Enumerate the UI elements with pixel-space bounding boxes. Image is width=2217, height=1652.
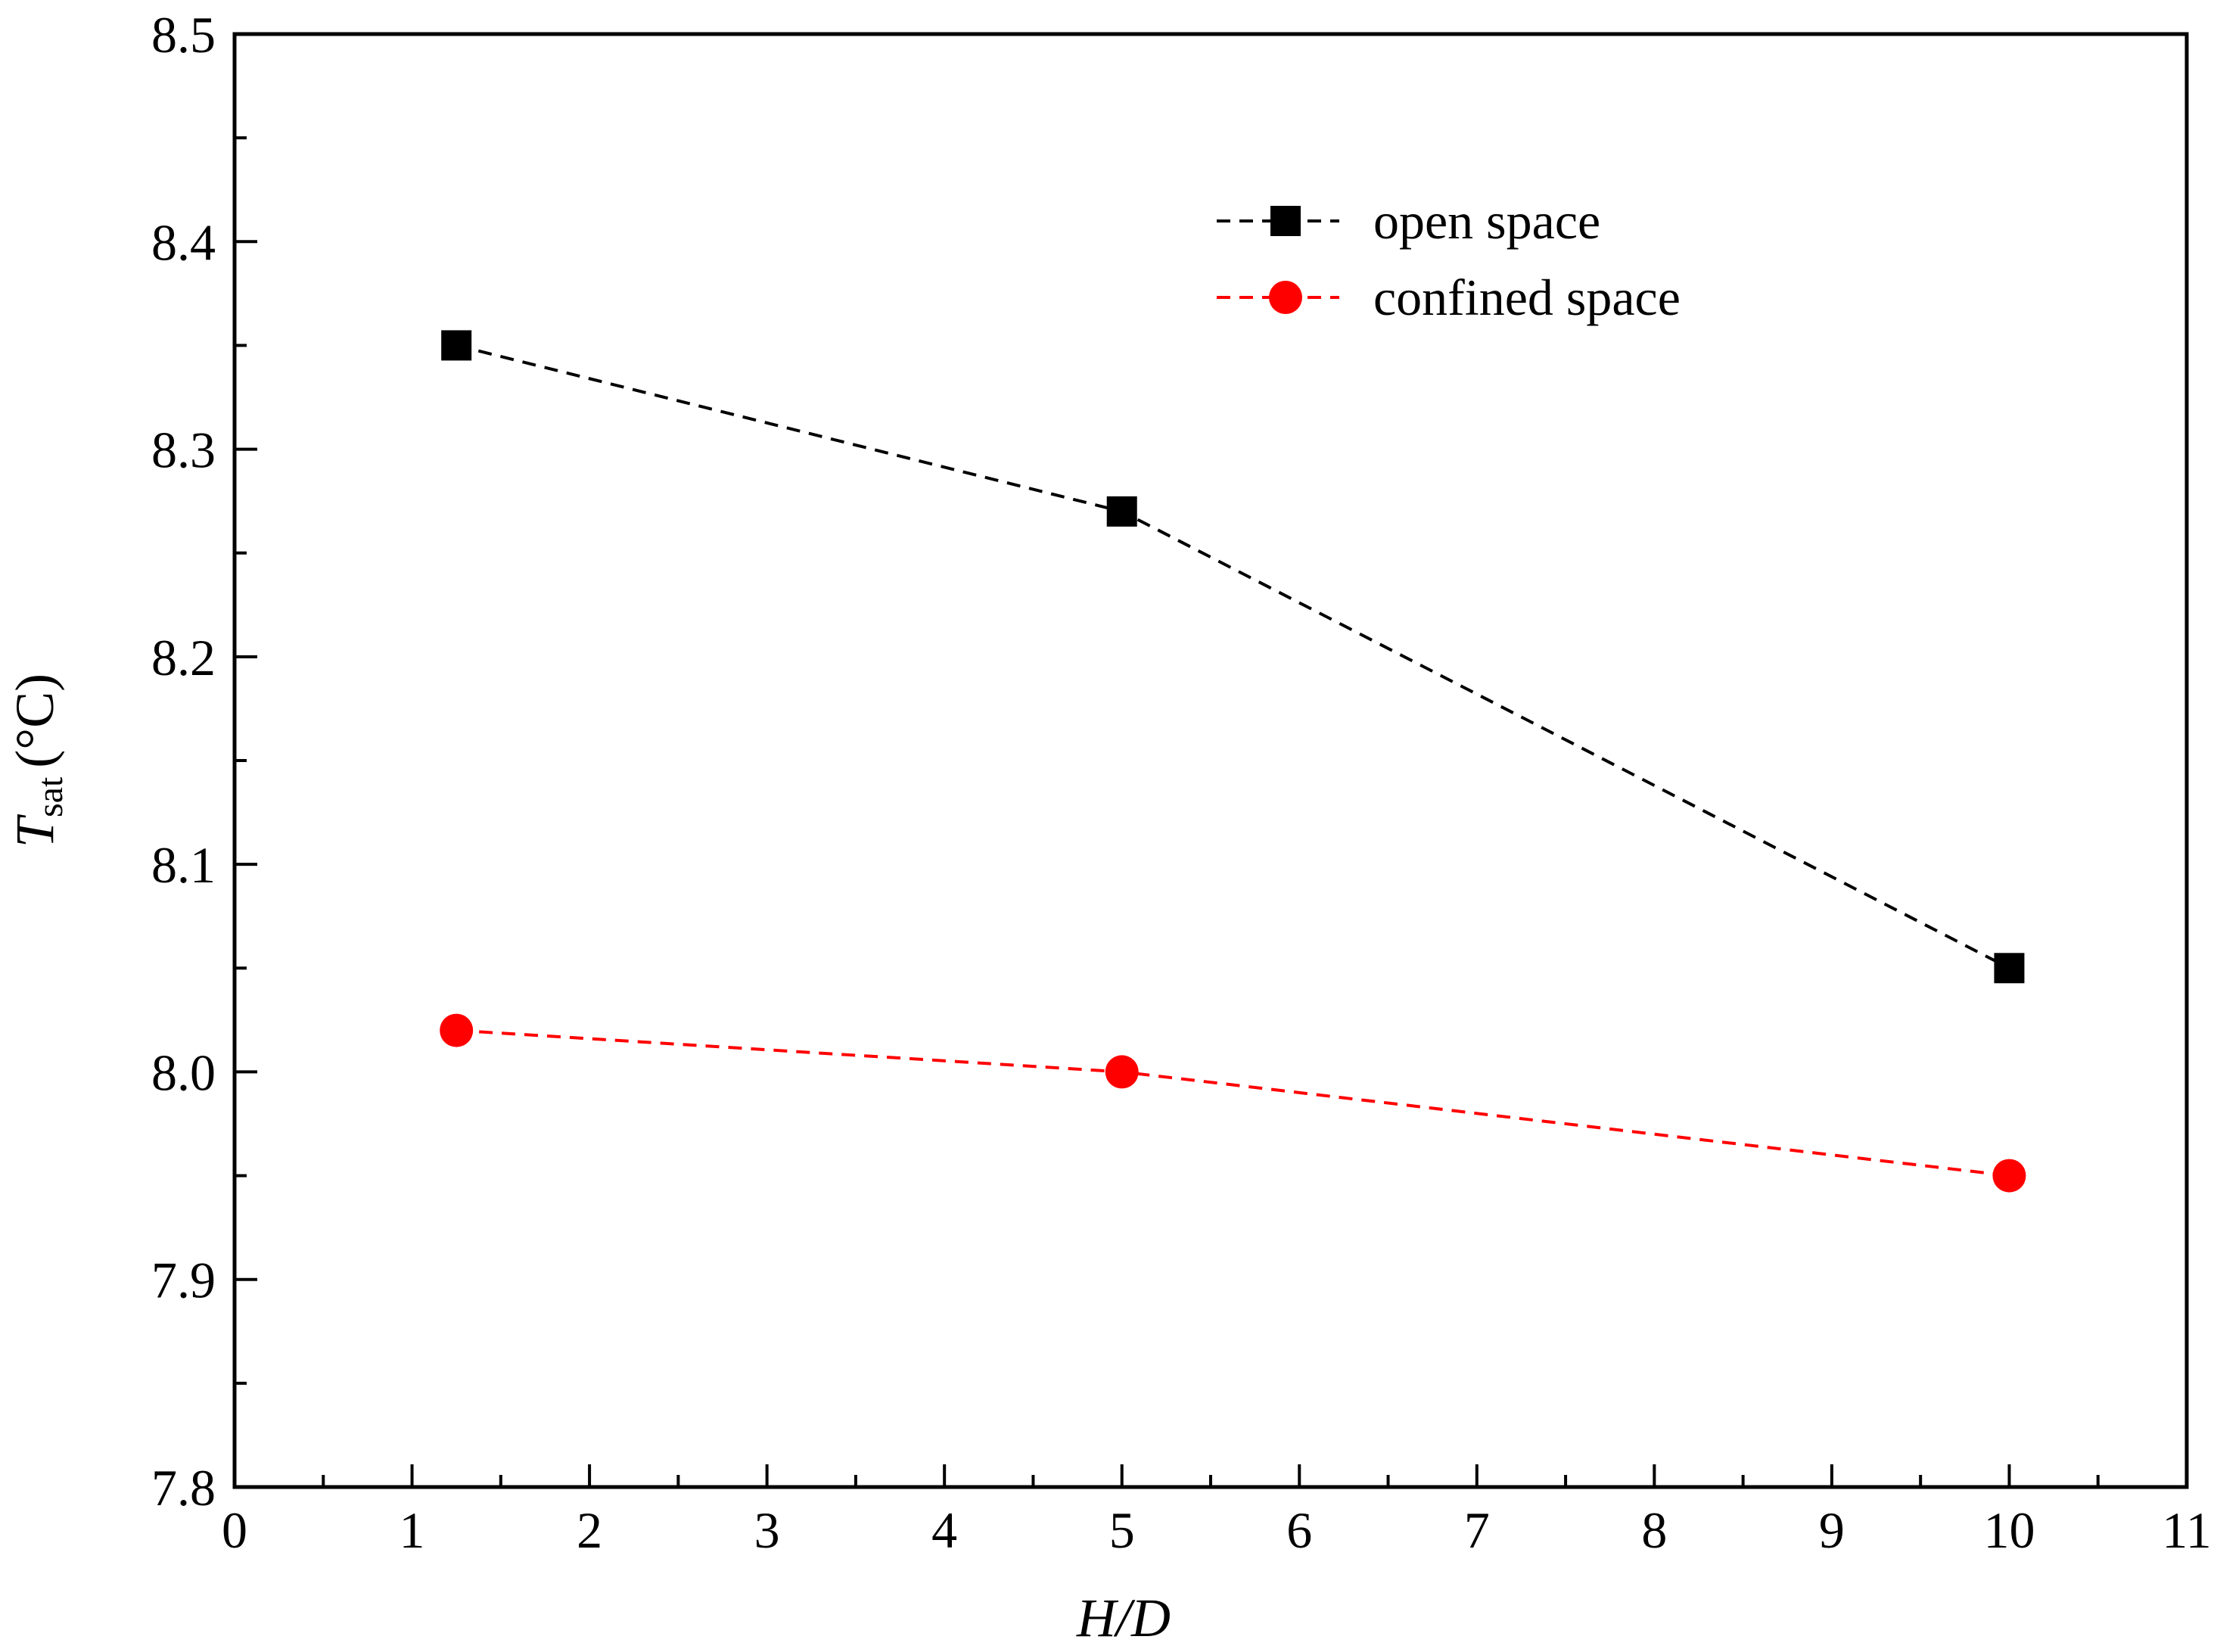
legend-entry-open-space: open space [1217, 192, 1600, 250]
data-point-open-space [1106, 496, 1137, 527]
x-tick-label: 5 [1109, 1501, 1135, 1559]
y-tick-label: 8.3 [151, 422, 216, 479]
y-tick-label: 7.9 [151, 1252, 216, 1309]
x-tick-label: 3 [754, 1501, 780, 1559]
y-axis-unit: (°C) [5, 674, 65, 768]
x-axis-label: H/D [1076, 1588, 1171, 1648]
y-tick-label: 7.8 [151, 1459, 216, 1517]
y-tick-label: 8.2 [151, 629, 216, 686]
x-tick-label: 10 [1983, 1501, 2035, 1559]
legend-marker-circle [1269, 281, 1302, 314]
x-tick-label: 0 [222, 1501, 247, 1559]
x-tick-label: 11 [2162, 1501, 2211, 1559]
svg-text:Tsat(°C): Tsat (°C) [5, 674, 70, 848]
y-tick-label: 8.1 [151, 836, 216, 894]
data-point-confined-space [440, 1013, 474, 1047]
x-tick-label: 6 [1286, 1501, 1312, 1559]
plot-frame [232, 32, 2189, 1489]
x-tick-label: 8 [1641, 1501, 1667, 1559]
legend-entry-confined-space: confined space [1217, 269, 1681, 326]
ticks-layer: 0 1 2 3 4 5 6 7 8 9 10 11 7.8 7.9 8.0 8.1 8.2 8.3 8.4 8.5 [151, 6, 2212, 1559]
y-tick-label: 8.4 [151, 213, 216, 271]
data-point-confined-space [1105, 1055, 1139, 1089]
y-tick-label: 8.0 [151, 1044, 216, 1101]
x-tick-label: 4 [931, 1501, 957, 1559]
data-point-open-space [441, 330, 472, 361]
y-axis-label: Tsat (°C) [5, 674, 70, 848]
data-point-confined-space [1992, 1159, 2026, 1193]
x-tick-label: 2 [577, 1501, 602, 1559]
series-layer [440, 330, 2026, 1193]
x-tick-label: 9 [1819, 1501, 1845, 1559]
y-axis-subscript: sat [30, 776, 70, 817]
legend: open space confined space [1217, 192, 1681, 326]
legend-marker-square [1270, 206, 1301, 236]
x-tick-label: 7 [1464, 1501, 1490, 1559]
y-tick-label: 8.5 [151, 6, 216, 64]
legend-label-open-space: open space [1373, 192, 1600, 250]
x-tick-label: 1 [400, 1501, 425, 1559]
data-point-open-space [1994, 953, 2025, 984]
legend-label-confined-space: confined space [1373, 269, 1681, 326]
y-axis-symbol: T [5, 814, 65, 848]
